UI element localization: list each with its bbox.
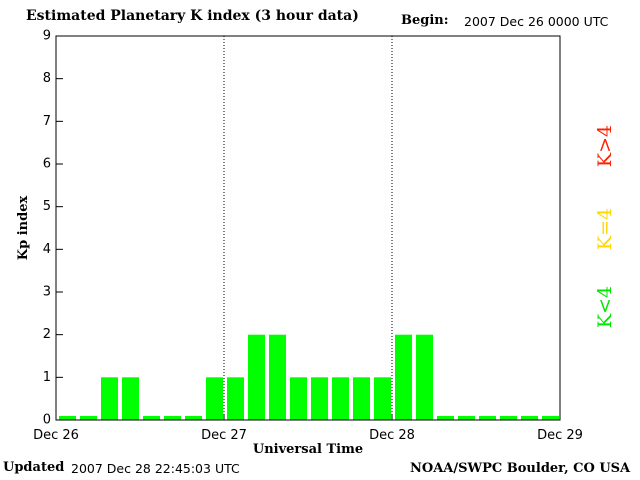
begin-value: 2007 Dec 26 0000 UTC [464,14,609,29]
bar-0 [59,416,76,420]
bar-14 [353,377,370,420]
bar-8 [227,377,244,420]
bar-3 [122,377,139,420]
bar-1 [80,416,97,420]
y-tick-label-3: 3 [43,285,51,300]
chart-title: Estimated Planetary K index (3 hour data… [26,8,359,24]
bar-20 [479,416,496,420]
legend-k-greater-4: K>4 [594,125,616,167]
y-tick-label-4: 4 [43,242,51,257]
updated-label: Updated [3,460,65,475]
legend-k-equal-4: K=4 [594,208,616,250]
bar-21 [500,416,517,420]
x-tick-label-0: Dec 26 [33,428,79,443]
legend-k-less-4: K<4 [594,286,616,328]
y-axis-ticks: 0 1 2 3 4 5 6 7 8 9 [43,29,63,428]
y-axis-title: Kp index [16,196,31,261]
bar-2 [101,377,118,420]
updated-timestamp: 2007 Dec 28 22:45:03 UTC [71,461,240,476]
bar-12 [311,377,328,420]
bar-16 [395,334,412,420]
source-credit: NOAA/SWPC Boulder, CO USA [410,461,631,476]
bar-5 [164,416,181,420]
bar-11 [290,377,307,420]
bar-10 [269,334,286,420]
bar-19 [458,416,475,420]
legend: K<4 K=4 K>4 [594,125,616,328]
bars [59,334,559,420]
y-tick-label-2: 2 [43,327,51,342]
x-tick-label-1: Dec 27 [201,428,247,443]
y-tick-label-8: 8 [43,71,51,86]
begin-label: Begin: [401,13,449,28]
bar-13 [332,377,349,420]
bar-18 [437,416,454,420]
bar-17 [416,334,433,420]
x-axis-title: Universal Time [253,442,363,457]
plot-frame [55,35,561,421]
bar-4 [143,416,160,420]
y-tick-label-5: 5 [43,199,51,214]
bar-9 [248,334,265,420]
x-tick-label-2: Dec 28 [369,428,415,443]
y-tick-label-9: 9 [43,29,51,44]
day-dividers [223,36,393,420]
bar-6 [185,416,202,420]
bar-7 [206,377,223,420]
y-tick-label-0: 0 [43,413,51,428]
y-tick-label-6: 6 [43,157,51,172]
bar-15 [374,377,391,420]
x-axis-ticks: Dec 26 Dec 27 Dec 28 Dec 29 [33,414,583,443]
x-tick-label-3: Dec 29 [537,428,583,443]
y-tick-label-1: 1 [43,370,51,385]
y-tick-label-7: 7 [43,114,51,129]
bar-23 [542,416,559,420]
bar-22 [521,416,538,420]
